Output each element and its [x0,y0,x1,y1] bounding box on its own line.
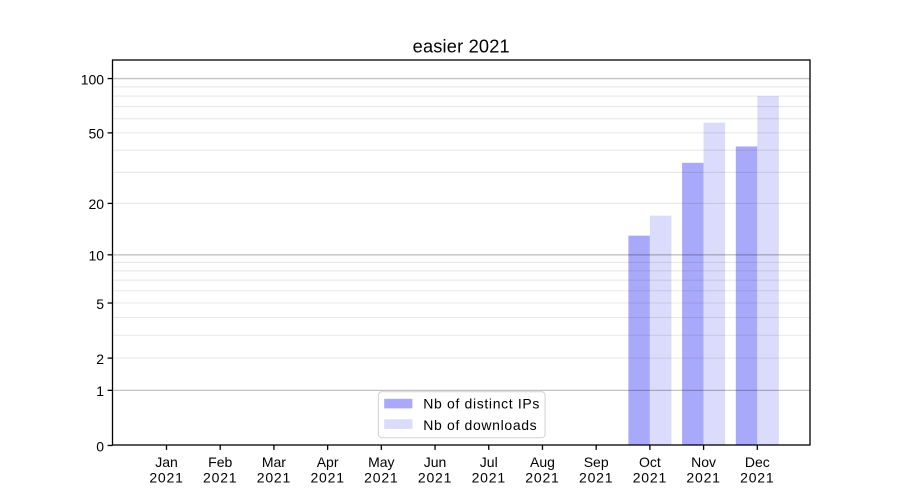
svg-text:Nb of downloads: Nb of downloads [423,417,537,433]
svg-text:Nb of distinct IPs: Nb of distinct IPs [423,396,540,412]
svg-text:Jan: Jan [155,454,178,470]
svg-text:50: 50 [89,126,105,142]
svg-text:2021: 2021 [310,470,344,486]
svg-text:2021: 2021 [472,470,506,486]
svg-text:Dec: Dec [745,454,770,470]
svg-text:Jun: Jun [424,454,447,470]
svg-text:2021: 2021 [740,470,774,486]
svg-text:Nov: Nov [691,454,716,470]
svg-text:2021: 2021 [257,470,291,486]
svg-text:Aug: Aug [530,454,555,470]
svg-text:2021: 2021 [149,470,183,486]
svg-text:May: May [368,454,394,470]
svg-text:Oct: Oct [639,454,661,470]
svg-text:Apr: Apr [317,454,339,470]
svg-text:0: 0 [96,438,104,454]
svg-text:2021: 2021 [525,470,559,486]
svg-text:1: 1 [96,383,104,399]
svg-text:Sep: Sep [584,454,609,470]
svg-text:2: 2 [96,351,104,367]
svg-text:2021: 2021 [364,470,398,486]
svg-text:2021: 2021 [686,470,720,486]
svg-text:10: 10 [89,248,105,264]
svg-text:Mar: Mar [262,454,286,470]
svg-text:easier 2021: easier 2021 [413,37,510,57]
svg-text:Jul: Jul [480,454,498,470]
svg-text:2021: 2021 [418,470,452,486]
svg-text:100: 100 [81,71,105,87]
svg-text:20: 20 [89,196,105,212]
svg-text:2021: 2021 [579,470,613,486]
svg-text:2021: 2021 [203,470,237,486]
svg-text:2021: 2021 [633,470,667,486]
svg-text:Feb: Feb [208,454,232,470]
svg-text:5: 5 [96,296,104,312]
